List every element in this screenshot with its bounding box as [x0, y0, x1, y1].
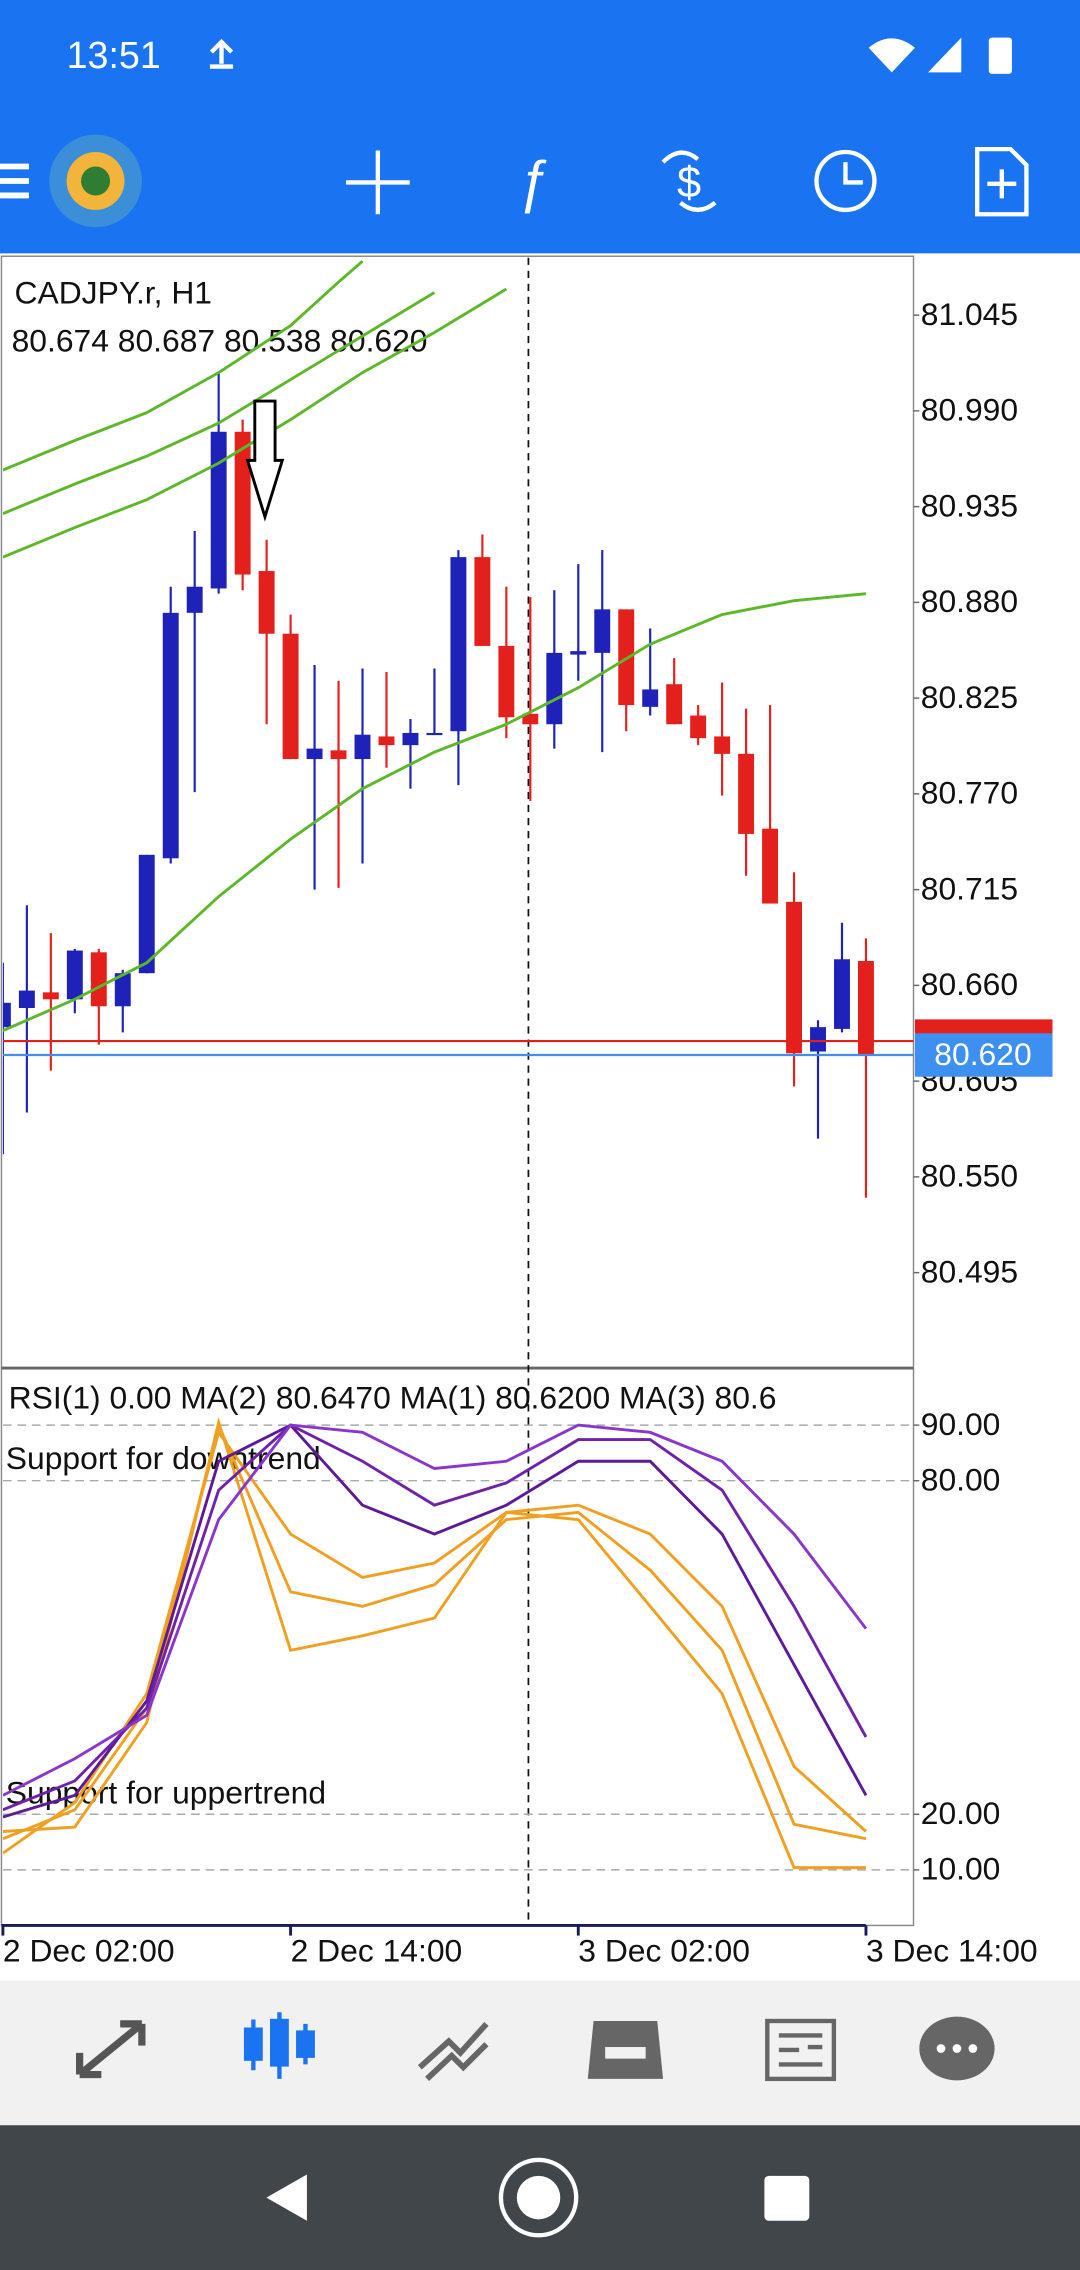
- candle-body: [66, 950, 83, 1000]
- chat-tab[interactable]: [919, 2016, 995, 2081]
- chart-tab[interactable]: [243, 2012, 315, 2079]
- price-plot: [2, 260, 914, 1198]
- history-tab[interactable]: [587, 2020, 664, 2079]
- trade-tab[interactable]: [417, 2021, 489, 2082]
- price-label-box: [914, 1033, 1053, 1077]
- candle-body: [786, 901, 803, 1054]
- candle-body: [90, 952, 107, 1007]
- x-tick-label: 3 Dec 14:00: [866, 1932, 1038, 1968]
- y-tick-label: 80.660: [921, 966, 1018, 1002]
- candle-body: [474, 557, 491, 646]
- rsi-line: [2, 1423, 868, 1812]
- app-logo[interactable]: [49, 134, 142, 228]
- candle-body: [498, 645, 515, 718]
- rsi-line: [2, 1416, 866, 1870]
- candle-body: [42, 992, 59, 1000]
- moving-average-line: [2, 592, 867, 1032]
- wifi-icon: [868, 38, 915, 73]
- clock: 13:51: [67, 34, 161, 76]
- crosshair-button[interactable]: [346, 150, 410, 215]
- candle-body: [522, 713, 539, 725]
- menu-button[interactable]: [0, 163, 29, 199]
- rsi-line: [2, 1423, 868, 1797]
- new-order-button[interactable]: [975, 146, 1029, 217]
- y-tick-label: 20.00: [921, 1795, 1001, 1831]
- y-tick-label: 80.770: [921, 775, 1018, 811]
- candle-body: [114, 973, 131, 1007]
- x-tick-label: 3 Dec 02:00: [578, 1932, 750, 1968]
- tab-bar: [0, 1980, 1080, 2126]
- svg-text:$: $: [677, 159, 701, 207]
- x-tick-label: 2 Dec 14:00: [291, 1932, 463, 1968]
- candle-body: [714, 736, 731, 754]
- candle-body: [2, 1002, 11, 1028]
- y-tick-label: 80.495: [921, 1253, 1018, 1289]
- annotation: Support for uppertrend: [6, 1775, 326, 1811]
- candle-body: [762, 828, 779, 904]
- rsi-line: [2, 1423, 868, 1819]
- candle-body: [810, 1027, 826, 1052]
- x-tick-label: 2 Dec 02:00: [3, 1932, 175, 1968]
- candle-body: [666, 684, 683, 725]
- candle-body: [306, 748, 323, 760]
- back-button[interactable]: [266, 2174, 307, 2221]
- arrow-annotation: [245, 399, 285, 522]
- y-tick-label: 80.00: [921, 1462, 1001, 1498]
- candle-body: [402, 732, 419, 746]
- candle-body: [858, 961, 874, 1056]
- candle-body: [834, 959, 850, 1029]
- indicators-button[interactable]: ƒ: [517, 150, 549, 214]
- y-tick-label: 80.550: [921, 1158, 1018, 1194]
- rsi-plot: [2, 1416, 914, 1871]
- candle-body: [18, 990, 35, 1009]
- home-button[interactable]: [498, 2157, 579, 2238]
- price-label: 80.620: [934, 1036, 1031, 1072]
- candle-body: [378, 736, 395, 746]
- recents-button[interactable]: [764, 2175, 810, 2221]
- moving-average-line: [2, 260, 364, 472]
- y-tick-label: 80.880: [921, 583, 1018, 619]
- signal-icon: [927, 37, 962, 73]
- candle-body: [426, 732, 443, 736]
- battery-icon: [988, 37, 1012, 74]
- moving-average-line: [2, 291, 436, 515]
- trade-button[interactable]: $: [661, 150, 717, 213]
- candle-body: [546, 652, 563, 725]
- news-tab[interactable]: [765, 2018, 837, 2082]
- y-tick-label: 90.00: [921, 1406, 1001, 1442]
- y-tick-label: 80.715: [921, 870, 1018, 906]
- candle-body: [570, 651, 587, 655]
- y-tick-label: 10.00: [921, 1851, 1001, 1887]
- candle-body: [162, 612, 179, 859]
- candle-body: [138, 854, 155, 974]
- axes: 81.045 80.990 80.935 80.880 80.825 80.770 80.7…: [1, 296, 1053, 1968]
- y-tick-label: 80.990: [921, 392, 1018, 428]
- rsi-header: RSI(1) 0.00 MA(2) 80.6470 MA(1) 80.6200 …: [9, 1379, 777, 1415]
- chart-frame: [0, 255, 915, 1927]
- candle-body: [738, 753, 755, 834]
- candle-body: [210, 431, 227, 589]
- candle-body: [234, 431, 251, 575]
- y-tick-label: 80.935: [921, 487, 1018, 523]
- timeframe-button[interactable]: [814, 149, 877, 213]
- symbol-label: CADJPY.r, H1: [14, 275, 212, 311]
- candle-body: [690, 715, 707, 739]
- candle-body: [282, 633, 299, 760]
- y-tick-label: 80.825: [921, 679, 1018, 715]
- quotes-tab[interactable]: [76, 2020, 146, 2079]
- candle-body: [642, 689, 659, 707]
- y-tick-label: 81.045: [921, 296, 1018, 332]
- candle-body: [594, 609, 611, 653]
- candle-body: [186, 586, 203, 613]
- app-header: [0, 0, 1080, 254]
- upload-icon: [209, 38, 234, 69]
- candle-body: [330, 750, 347, 760]
- candle-body: [258, 571, 275, 634]
- ohlc-label: 80.674 80.687 80.538 80.620: [12, 323, 428, 359]
- rsi-line: [2, 1429, 867, 1855]
- candle-body: [450, 557, 467, 732]
- candle-body: [354, 734, 371, 760]
